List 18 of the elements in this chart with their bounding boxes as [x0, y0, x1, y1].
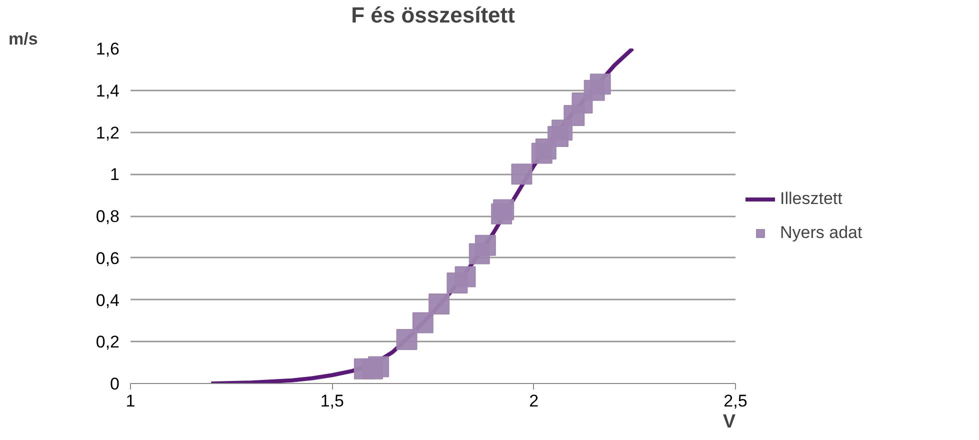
y-tick-label: 1 — [110, 165, 120, 184]
x-tick-label: 2 — [529, 392, 539, 410]
y-tick-label: 1,2 — [96, 123, 120, 142]
x-tick-label: 2,5 — [724, 392, 748, 410]
x-axis-title: V — [722, 412, 736, 432]
y-axis-title: m/s — [8, 30, 38, 48]
y-tick-label: 1,4 — [96, 81, 120, 100]
y-tick-label: 0,2 — [96, 332, 120, 352]
y-tick-label: 0,6 — [96, 248, 120, 268]
x-tick-label: 1,5 — [320, 392, 344, 410]
y-tick-label: 0 — [110, 374, 120, 394]
y-tick-label: 0,4 — [96, 290, 120, 310]
legend-label: Nyers adat — [780, 222, 862, 242]
y-tick-label: 1,6 — [96, 40, 120, 58]
x-tick-label: 1 — [126, 392, 136, 410]
chart-title: F és összesített — [351, 2, 516, 28]
y-tick-label: 0,8 — [96, 207, 120, 226]
legend-label: Illesztett — [780, 188, 842, 208]
